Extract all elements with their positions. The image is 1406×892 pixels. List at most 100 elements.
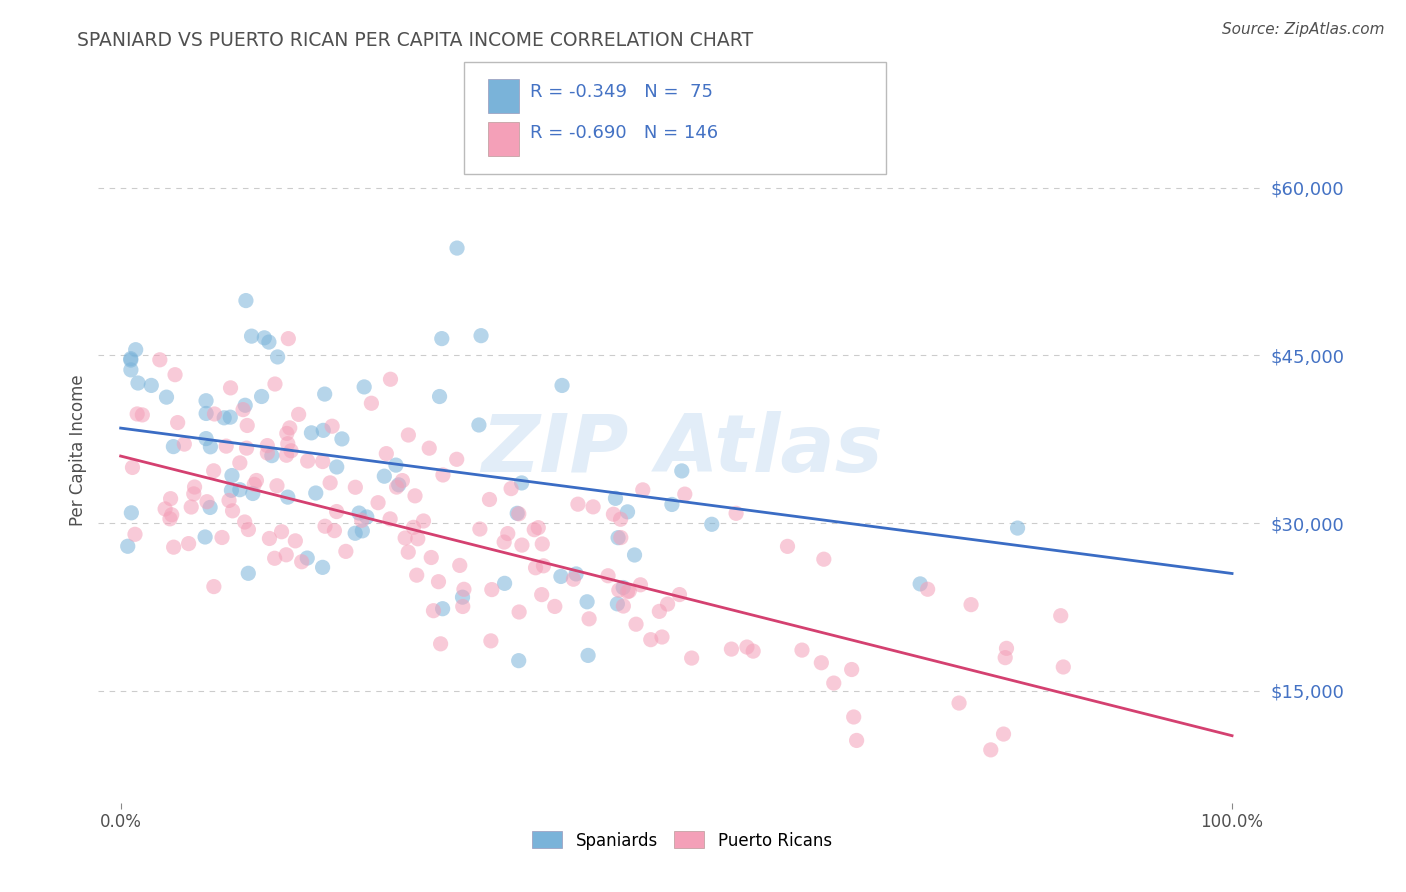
Point [496,526,519,541]
Point [612,581,634,595]
Point [402,520,425,534]
Point [356,510,378,524]
Point [630,578,652,592]
Point [582,500,605,514]
Point [432,467,454,482]
Point [162,540,184,554]
Point [661,498,683,512]
Point [278,421,301,435]
Point [121,460,143,475]
Point [995,641,1018,656]
Point [360,396,382,410]
Point [468,522,491,536]
Point [418,441,440,455]
Point [253,331,276,345]
Point [612,599,634,613]
Point [211,531,233,545]
Point [530,588,553,602]
Point [277,490,299,504]
Point [367,496,389,510]
Point [325,504,347,518]
Point [388,478,411,492]
Point [551,378,574,392]
Point [640,632,662,647]
Point [842,710,865,724]
Text: R = -0.690   N = 146: R = -0.690 N = 146 [530,124,718,142]
Point [166,416,188,430]
Point [429,390,451,404]
Point [508,605,530,619]
Point [344,480,367,494]
Point [446,452,468,467]
Point [297,551,319,566]
Point [323,524,346,538]
Point [623,548,645,562]
Point [277,332,299,346]
Point [510,475,533,490]
Point [391,474,413,488]
Point [120,351,142,366]
Point [311,560,333,574]
Point [180,500,202,514]
Point [276,448,298,462]
Point [624,617,647,632]
Point [125,343,148,357]
Point [451,599,474,614]
Point [305,486,328,500]
Point [420,550,443,565]
Point [1007,521,1029,535]
Point [524,561,547,575]
Text: ZIP Atlas: ZIP Atlas [481,411,883,490]
Point [576,595,599,609]
Point [259,532,281,546]
Text: SPANIARD VS PUERTO RICAN PER CAPITA INCOME CORRELATION CHART: SPANIARD VS PUERTO RICAN PER CAPITA INCO… [77,31,754,50]
Point [350,513,373,527]
Point [993,727,1015,741]
Point [451,590,474,604]
Point [681,651,703,665]
Point [195,393,218,408]
Point [245,474,267,488]
Point [159,512,181,526]
Point [494,535,516,549]
Point [243,477,266,491]
Point [270,524,292,539]
Point [235,441,257,455]
Point [671,464,693,478]
Point [240,329,263,343]
Point [319,475,342,490]
Point [373,469,395,483]
Text: Source: ZipAtlas.com: Source: ZipAtlas.com [1222,22,1385,37]
Point [845,733,868,747]
Point [266,479,288,493]
Point [776,540,799,554]
Point [394,531,416,545]
Point [432,601,454,615]
Point [221,468,243,483]
Point [980,743,1002,757]
Point [651,630,673,644]
Point [616,505,638,519]
Point [155,390,177,404]
Point [429,637,451,651]
Point [578,612,600,626]
Point [508,507,530,521]
Point [404,489,426,503]
Point [314,387,336,401]
Point [124,527,146,541]
Point [668,588,690,602]
Point [325,460,347,475]
Point [735,640,758,654]
Point [567,497,589,511]
Point [200,440,222,454]
Point [576,648,599,663]
Point [405,568,427,582]
Point [657,597,679,611]
Point [494,576,516,591]
Point [533,558,555,573]
Point [212,410,235,425]
Point [195,494,218,508]
Point [823,676,845,690]
Point [673,487,696,501]
Point [277,436,299,450]
